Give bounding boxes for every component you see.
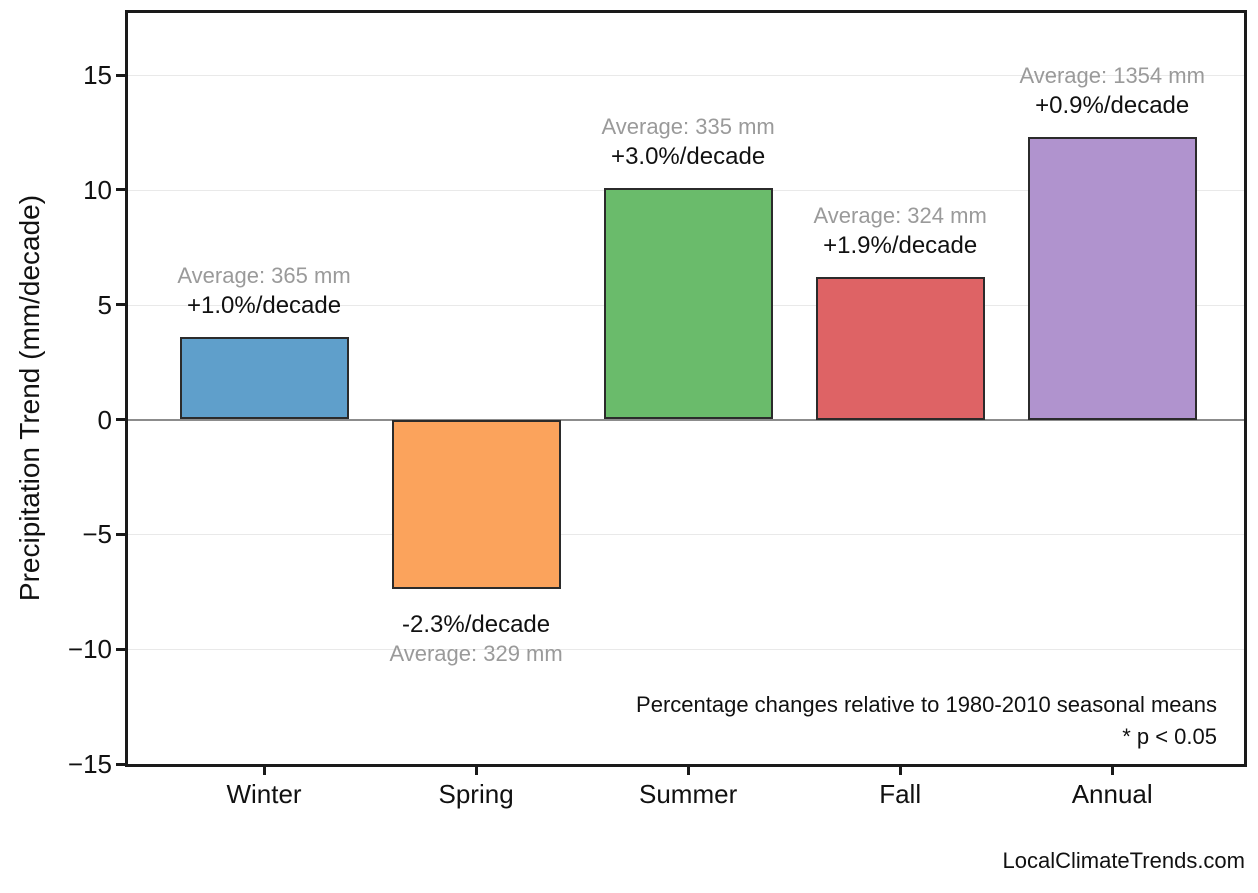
y-tick-label--10: −10 (67, 634, 112, 665)
y-tick-label-5: 5 (97, 289, 112, 320)
footnote-line-1: Percentage changes relative to 1980-2010… (636, 692, 1217, 717)
x-tick-winter (262, 767, 266, 775)
average-label: Average: 1354 mm (1019, 63, 1205, 89)
average-label: Average: 329 mm (389, 641, 563, 667)
average-label: Average: 365 mm (177, 262, 351, 288)
annotation-summer: Average: 335 mm +3.0%/decade (601, 113, 774, 172)
annotation-annual: Average: 1354 mm +0.9%/decade (1019, 62, 1204, 121)
y-tick--10 (116, 647, 126, 651)
annotation-fall: Average: 324 mm +1.9%/decade (814, 202, 987, 261)
y-tick-0 (116, 418, 126, 421)
x-label-annual: Annual (1071, 779, 1153, 809)
bar-annual (1027, 137, 1197, 420)
gridline (128, 649, 1244, 651)
y-tick-5 (116, 303, 126, 307)
y-tick-label-10: 10 (83, 174, 112, 205)
trend-label: +1.0%/decade (186, 291, 342, 319)
y-tick-label--5: −5 (82, 519, 112, 550)
gridline (128, 534, 1244, 536)
plot-area: Percentage changes relative to 1980-2010… (125, 10, 1247, 809)
watermark: LocalClimateTrends.com (1002, 848, 1246, 873)
trend-label: +0.9%/decade (1035, 92, 1190, 120)
y-tick-label-0: 0 (97, 404, 112, 435)
x-label-winter: Winter (226, 779, 302, 809)
average-label: Average: 324 mm (813, 203, 987, 229)
footnote-line-2: * p < 0.05 (1122, 724, 1217, 749)
average-label: Average: 335 mm (601, 113, 775, 139)
y-tick--15 (116, 762, 126, 766)
bar-fall (815, 277, 985, 420)
y-tick-label--15: −15 (67, 749, 112, 779)
x-tick-fall (898, 767, 902, 775)
x-tick-annual (1110, 767, 1114, 775)
trend-label: +1.9%/decade (823, 232, 978, 260)
footnote: Percentage changes relative to 1980-2010… (636, 689, 1217, 753)
y-tick--5 (116, 532, 126, 536)
gridline (128, 75, 1244, 76)
trend-label: +3.0%/decade (611, 142, 766, 170)
trend-label: -2.3%/decade (402, 611, 551, 639)
y-tick-label-15: 15 (83, 60, 112, 90)
x-tick-summer (686, 767, 690, 775)
bar-winter (179, 336, 349, 420)
y-tick-10 (116, 188, 126, 192)
x-label-fall: Fall (879, 779, 922, 809)
x-label-spring: Spring (438, 779, 514, 809)
x-label-summer: Summer (638, 779, 738, 809)
bar-summer (603, 187, 773, 420)
y-tick-15 (116, 73, 126, 77)
zero-line (128, 418, 1244, 421)
bar-spring (391, 419, 561, 590)
annotation-winter: Average: 365 mm +1.0%/decade (177, 262, 350, 321)
annotation-spring: -2.3%/decade Average: 329 mm (389, 609, 562, 668)
x-tick-spring (474, 767, 478, 775)
